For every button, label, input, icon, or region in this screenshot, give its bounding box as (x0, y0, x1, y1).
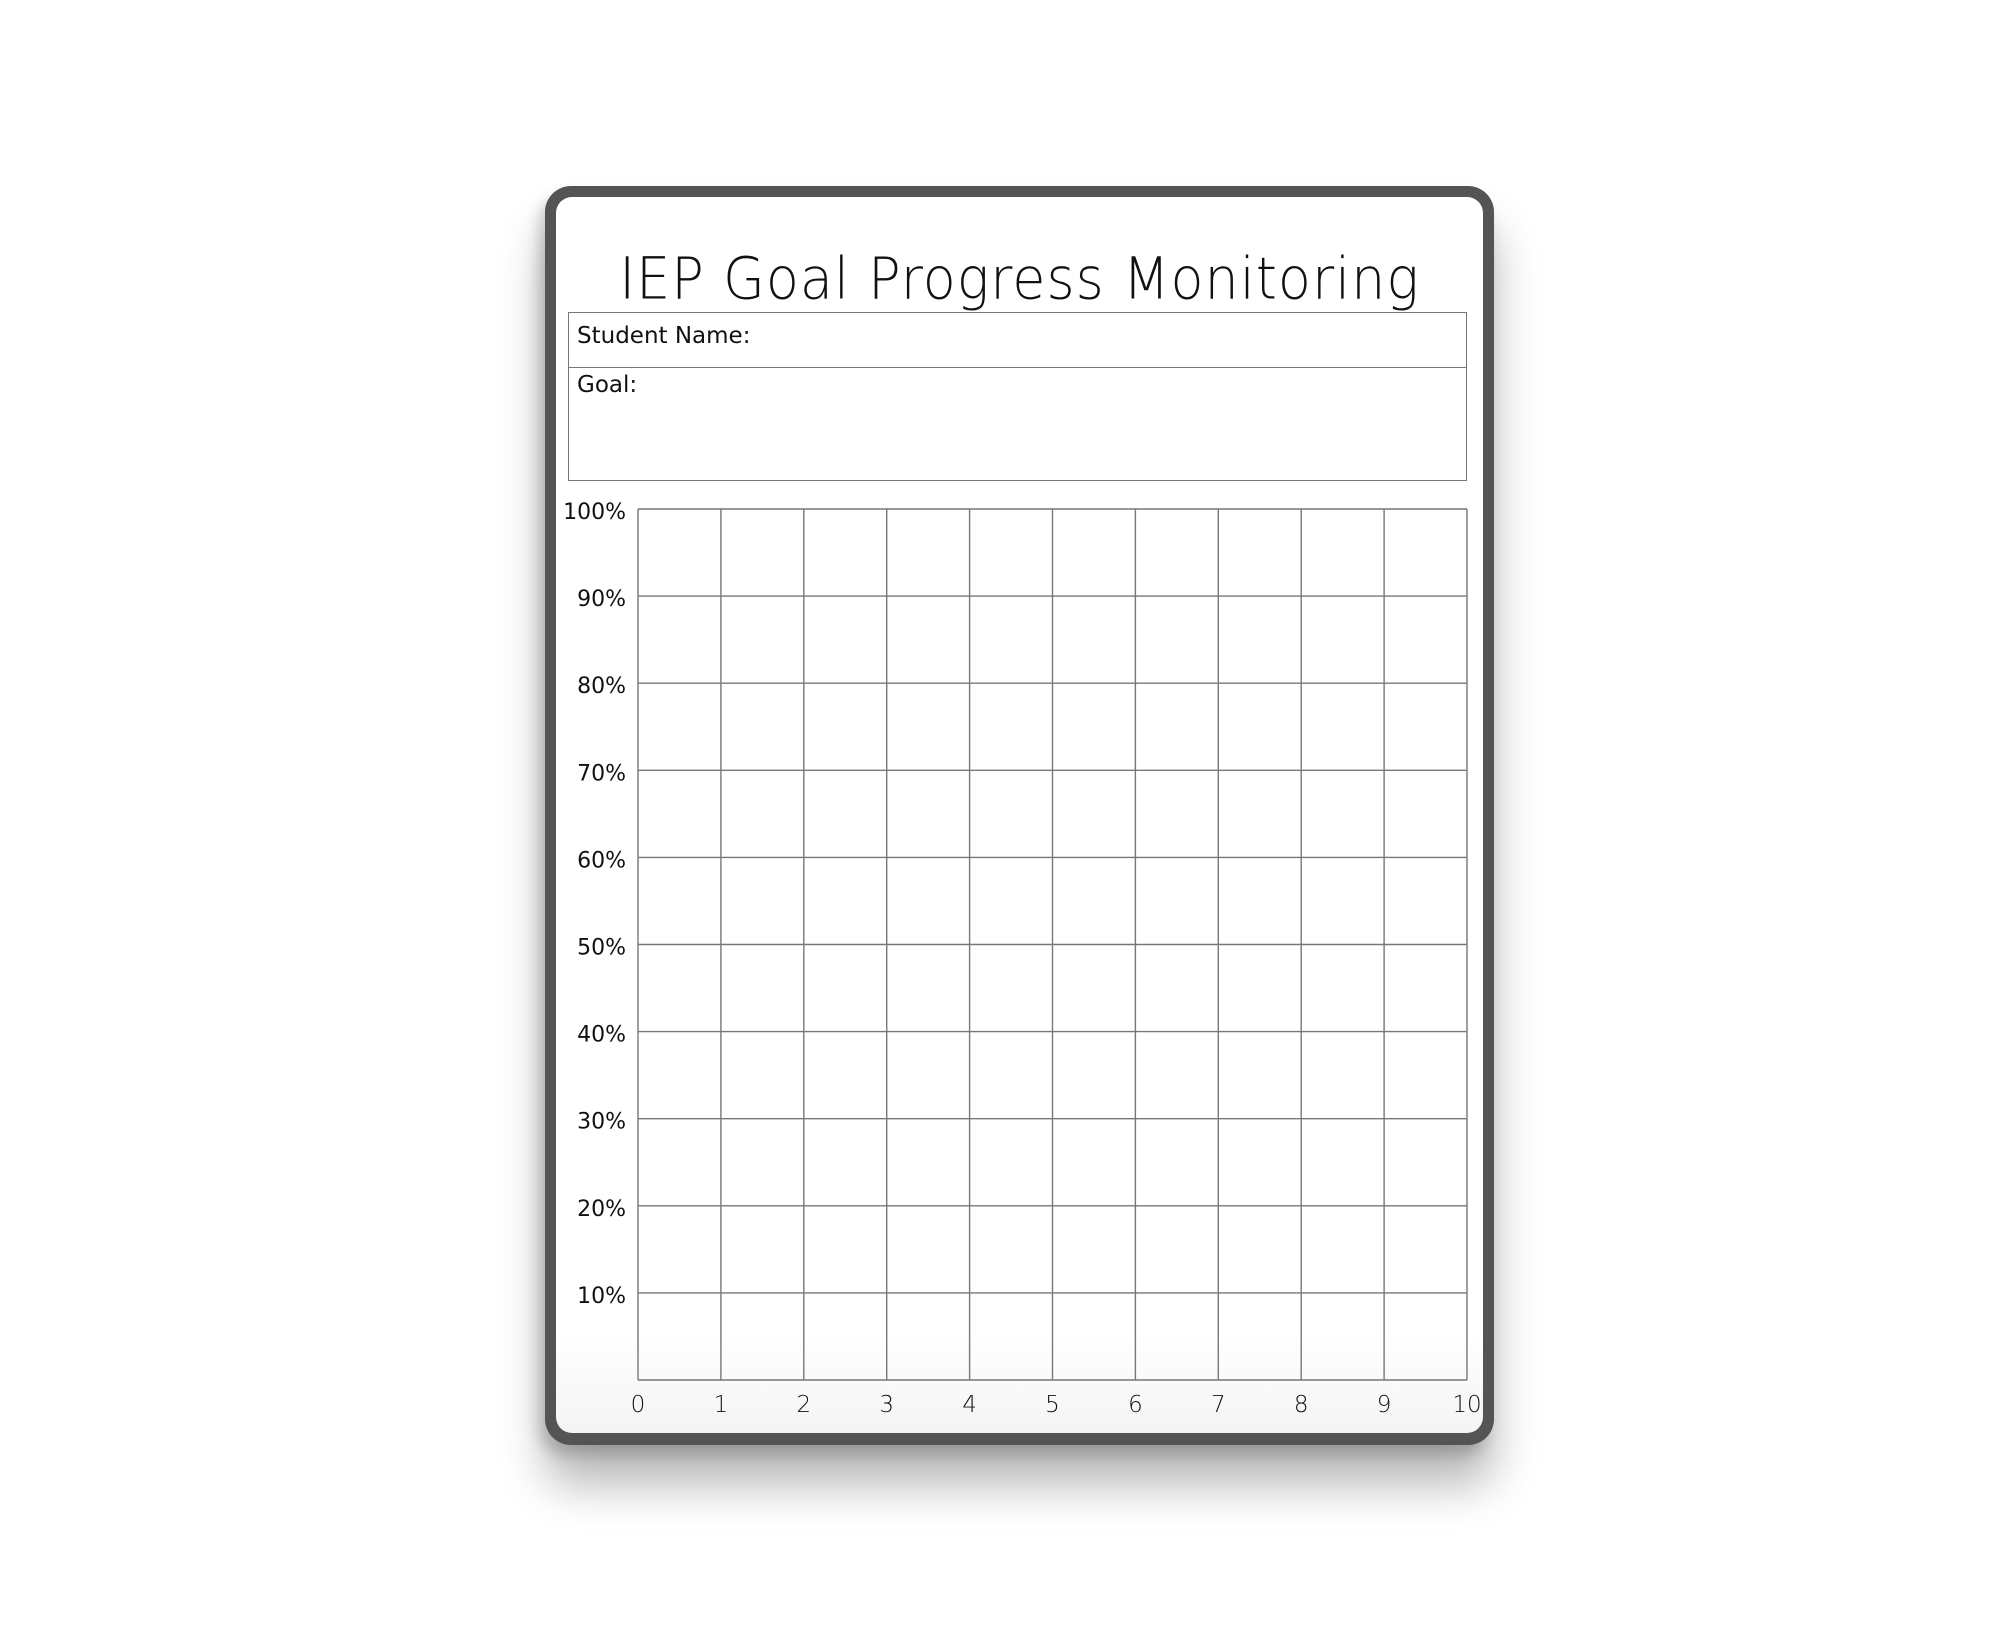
worksheet: IEP Goal Progress Monitoring Student Nam… (556, 197, 1483, 1433)
y-tick-label: 50% (577, 936, 626, 961)
goal-label: Goal: (577, 372, 638, 398)
y-tick-label: 70% (577, 761, 626, 786)
y-tick-label: 100% (563, 500, 626, 525)
y-tick-label: 90% (577, 587, 626, 612)
page-title: IEP Goal Progress Monitoring (619, 244, 1420, 313)
x-tick-label: 2 (796, 1392, 811, 1418)
y-tick-label: 20% (577, 1197, 626, 1222)
student-name-field[interactable]: Student Name: (569, 313, 1466, 368)
x-tick-label: 9 (1377, 1392, 1392, 1418)
x-tick-label: 5 (1045, 1392, 1060, 1418)
y-tick-label: 80% (577, 674, 626, 699)
x-tick-label: 10 (1452, 1392, 1481, 1418)
y-tick-label: 40% (577, 1023, 626, 1048)
y-tick-label: 10% (577, 1284, 626, 1309)
info-box: Student Name: Goal: (568, 312, 1467, 481)
x-tick-label: 8 (1294, 1392, 1309, 1418)
x-tick-label: 3 (879, 1392, 894, 1418)
x-tick-label: 0 (631, 1392, 646, 1418)
y-tick-label: 30% (577, 1110, 626, 1135)
x-tick-label: 1 (714, 1392, 729, 1418)
student-name-label: Student Name: (577, 323, 751, 349)
x-tick-label: 7 (1211, 1392, 1226, 1418)
y-tick-label: 60% (577, 848, 626, 873)
board-frame: IEP Goal Progress Monitoring Student Nam… (545, 186, 1494, 1445)
x-tick-label: 6 (1128, 1392, 1143, 1418)
x-tick-label: 4 (962, 1392, 977, 1418)
goal-field[interactable]: Goal: (569, 368, 1466, 402)
